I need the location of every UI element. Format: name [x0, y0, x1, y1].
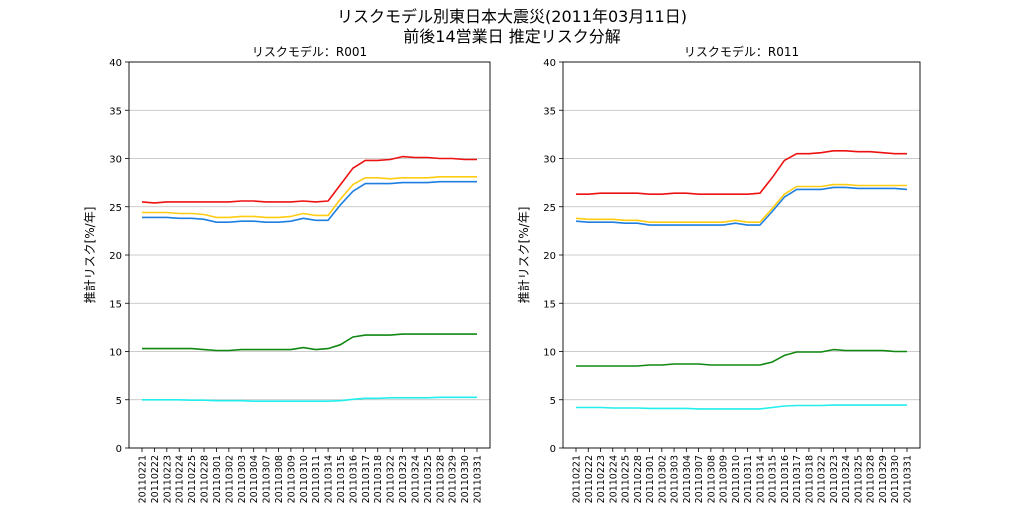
x-tick-label: 20110222 [584, 455, 595, 503]
x-tick-label: 20110315 [336, 455, 347, 503]
series-line-yellow [575, 183, 907, 223]
y-tick-label: 35 [109, 106, 122, 117]
x-tick-label: 20110310 [299, 455, 310, 503]
x-tick-label: 20110311 [311, 455, 322, 503]
panel-title: リスクモデル：R011 [684, 44, 799, 59]
y-axis-label: 推計リスク[%/年] [516, 207, 531, 304]
x-tick-label: 20110309 [286, 455, 297, 503]
x-tick-label: 20110302 [224, 455, 235, 503]
chart-suptitle-line2: 前後14営業日 推定リスク分解 [403, 27, 621, 46]
x-tick-label: 20110331 [903, 455, 914, 503]
y-tick-label: 20 [543, 251, 556, 262]
x-tick-label: 20110322 [386, 455, 397, 503]
chart-suptitle-line1: リスクモデル別東日本大震災(2011年03月11日) [337, 7, 687, 26]
x-tick-label: 20110225 [621, 455, 632, 503]
series-line-blue [142, 180, 477, 223]
x-tick-label: 20110223 [596, 455, 607, 503]
x-tick-label: 20110228 [200, 455, 211, 503]
x-tick-label: 20110225 [187, 455, 198, 503]
x-tick-label: 20110224 [175, 455, 186, 503]
x-tick-label: 20110301 [212, 455, 223, 503]
x-tick-label: 20110325 [423, 455, 434, 503]
plot-frame [562, 61, 921, 449]
y-tick-label: 5 [116, 396, 122, 407]
x-tick-label: 20110301 [645, 455, 656, 503]
x-tick-label: 20110317 [792, 455, 803, 503]
series-line-red [576, 150, 907, 195]
series-line-cyan [576, 404, 907, 410]
x-tick-label: 20110314 [755, 455, 766, 503]
x-tick-label: 20110328 [866, 455, 877, 503]
y-tick-label: 25 [543, 203, 556, 214]
x-tick-label: 20110330 [890, 455, 901, 503]
x-tick-label: 20110331 [473, 455, 484, 503]
y-tick-label: 10 [543, 348, 556, 359]
series-line-green [576, 348, 907, 367]
x-tick-label: 20110307 [262, 455, 273, 503]
x-tick-label: 20110322 [817, 455, 828, 503]
x-tick-label: 20110223 [162, 455, 173, 503]
x-tick-label: 20110228 [633, 455, 644, 503]
x-tick-label: 20110324 [841, 455, 852, 503]
x-tick-label: 20110325 [853, 455, 864, 503]
series-line-yellow [142, 176, 477, 219]
x-tick-label: 20110323 [829, 455, 840, 503]
y-tick-label: 25 [109, 203, 122, 214]
y-tick-label: 15 [543, 299, 556, 310]
x-tick-label: 20110302 [657, 455, 668, 503]
x-tick-label: 20110328 [435, 455, 446, 503]
x-tick-label: 20110307 [694, 455, 705, 503]
x-tick-label: 20110323 [398, 455, 409, 503]
y-tick-label: 5 [550, 396, 556, 407]
x-tick-label: 20110304 [249, 455, 260, 503]
y-tick-label: 30 [543, 155, 556, 166]
x-tick-label: 20110316 [348, 455, 359, 503]
y-tick-label: 35 [543, 106, 556, 117]
x-tick-label: 20110324 [410, 455, 421, 503]
y-tick-label: 0 [116, 444, 122, 455]
x-tick-label: 20110221 [572, 455, 583, 503]
x-tick-label: 20110310 [731, 455, 742, 503]
x-tick-label: 20110224 [608, 455, 619, 503]
x-tick-label: 20110318 [373, 455, 384, 503]
x-tick-label: 20110315 [768, 455, 779, 503]
x-tick-label: 20110318 [804, 455, 815, 503]
series-line-cyan [142, 396, 477, 403]
x-tick-label: 20110314 [324, 455, 335, 503]
series-line-blue [575, 186, 908, 226]
y-tick-label: 10 [109, 348, 122, 359]
x-tick-label: 20110221 [138, 455, 149, 503]
plot-frame [128, 61, 491, 449]
panel-title: リスクモデル：R001 [252, 44, 367, 59]
series-line-red [141, 155, 477, 204]
y-tick-label: 30 [109, 155, 122, 166]
x-tick-label: 20110316 [780, 455, 791, 503]
y-tick-label: 20 [109, 251, 122, 262]
y-tick-label: 0 [550, 444, 556, 455]
x-tick-label: 20110304 [682, 455, 693, 503]
x-tick-label: 20110308 [706, 455, 717, 503]
x-tick-label: 20110308 [274, 455, 285, 503]
series-line-green [142, 333, 477, 352]
x-tick-label: 20110309 [719, 455, 730, 503]
x-tick-label: 20110329 [448, 455, 459, 503]
x-tick-label: 20110311 [743, 455, 754, 503]
x-tick-label: 20110222 [150, 455, 161, 503]
y-tick-label: 40 [543, 58, 556, 69]
x-tick-label: 20110303 [670, 455, 681, 503]
x-tick-label: 20110317 [361, 455, 372, 503]
y-tick-label: 15 [109, 299, 122, 310]
y-tick-label: 40 [109, 58, 122, 69]
x-tick-label: 20110303 [237, 455, 248, 503]
x-tick-label: 20110329 [878, 455, 889, 503]
x-tick-label: 20110330 [460, 455, 471, 503]
y-axis-label: 推計リスク[%/年] [82, 207, 97, 304]
